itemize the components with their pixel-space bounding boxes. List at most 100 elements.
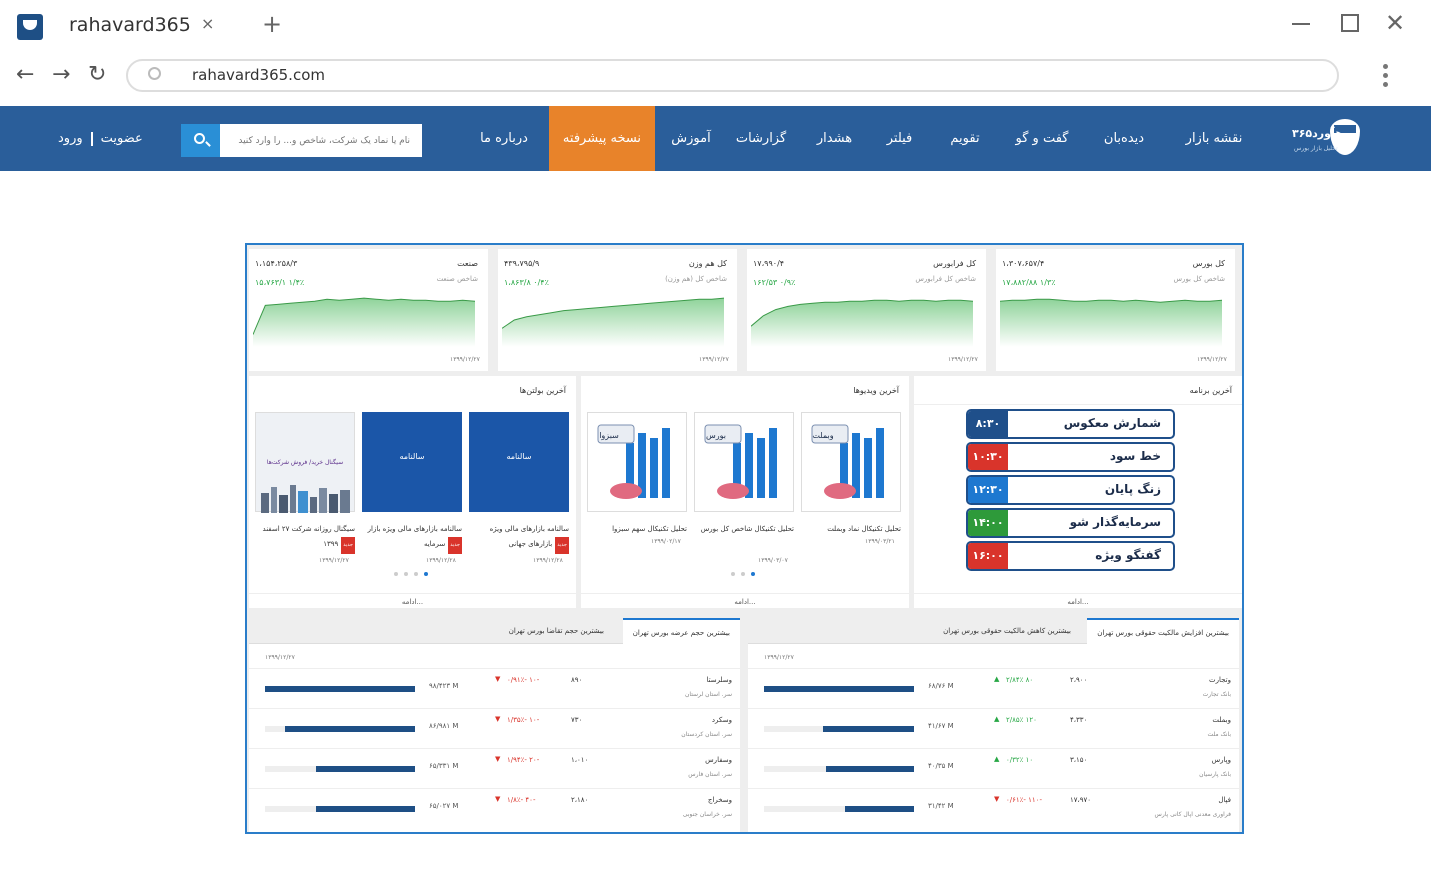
bulletin-caption[interactable]: سالنامه بازارهای مالی ویژه بازار جدیدسرم… <box>357 522 462 554</box>
site-search-input[interactable] <box>220 124 422 157</box>
symbol-name[interactable]: وبملت <box>1212 716 1231 724</box>
menu-advanced-version[interactable]: نسخه پیشرفته <box>549 106 655 171</box>
program-item[interactable]: ۱۶:۰۰ گفتگو ویژه <box>966 541 1175 571</box>
carousel-dot[interactable] <box>731 572 735 576</box>
carousel-dot[interactable] <box>414 572 418 576</box>
program-item[interactable]: ۱۰:۳۰ خط سود <box>966 442 1175 472</box>
latest-bulletins-panel: آخرین بولتن‌ها سالنامه سالنامه سیگنال خر… <box>249 376 576 608</box>
symbol-name[interactable]: وپارس <box>1211 756 1231 764</box>
back-arrow-icon[interactable]: ← <box>16 62 35 87</box>
index-card[interactable]: کل بورس شاخص کل بورس ۱،۳۰۷،۶۵۷/۴ ۱۷،۸۸۲/… <box>996 249 1235 371</box>
login-link[interactable]: ورود <box>58 131 83 146</box>
site-search-button[interactable] <box>181 124 220 157</box>
forward-arrow-icon[interactable]: → <box>52 62 71 87</box>
carousel-dot[interactable] <box>741 572 745 576</box>
carousel-dot[interactable] <box>424 572 428 576</box>
symbol-company: بانک پارسیان <box>1199 771 1231 778</box>
menu-reports[interactable]: گزارشات <box>735 131 787 146</box>
program-item[interactable]: ۱۴:۰۰ سرمایه‌گذار شو <box>966 508 1175 538</box>
symbol-name[interactable]: فپال <box>1218 796 1231 804</box>
sparkline-line <box>253 297 475 335</box>
symbol-name[interactable]: وسکرد <box>711 716 732 724</box>
menu-education[interactable]: آموزش <box>671 131 711 146</box>
symbol-name[interactable]: وتجارت <box>1209 676 1231 684</box>
trend-arrow-icon: ▲ <box>994 675 1000 683</box>
symbol-price: ۳،۱۵۰ <box>1070 756 1088 764</box>
symbol-price: ۲،۹۰۰ <box>1070 676 1088 684</box>
volume-bar-fill <box>845 806 914 812</box>
more-link[interactable]: ادامه... <box>914 593 1242 608</box>
tab-title[interactable]: rahavard365 <box>69 14 191 36</box>
table-row[interactable]: وبملت بانک ملت ۴،۳۳۰ ۱۲۰ ۲/۸۵٪ ▲ ۴۱/۶۷ M <box>748 708 1239 748</box>
program-time: ۱۶:۰۰ <box>968 543 1008 569</box>
tab-close-icon[interactable]: × <box>201 14 215 33</box>
table-row[interactable]: وتجارت بانک تجارت ۲،۹۰۰ ۸۰ ۲/۸۴٪ ▲ ۶۸/۷۶ M <box>748 668 1239 708</box>
bulletin-thumbnail[interactable]: سالنامه <box>469 412 569 512</box>
register-link[interactable]: عضویت <box>100 131 143 146</box>
bar-chart-illustration-icon <box>597 424 670 499</box>
reload-icon[interactable]: ↻ <box>88 62 107 87</box>
minimize-icon[interactable] <box>1292 23 1310 25</box>
menu-filter[interactable]: فیلتر <box>886 131 913 146</box>
thumbnail-label: وبملت <box>812 431 834 440</box>
table-row[interactable]: فپال فراوری معدنی اپال کانی پارس ۱۷،۹۷۰ -۱۱… <box>748 788 1239 828</box>
tab-ownership-decrease[interactable]: بیشترین کاهش مالکیت حقوقی بورس تهران <box>943 627 1071 635</box>
thumbnail-label: بورس <box>706 431 726 440</box>
index-card[interactable]: کل هم وزن شاخص کل (هم وزن) ۴۳۹،۷۹۵/۹ ۱،۸… <box>498 249 737 371</box>
menu-alert[interactable]: هشدار <box>816 131 853 146</box>
site-search[interactable] <box>220 124 422 157</box>
menu-calendar[interactable]: تقویم <box>950 131 980 146</box>
browser-menu-icon[interactable] <box>1383 64 1388 90</box>
trend-arrow-icon: ▼ <box>495 715 501 723</box>
maximize-icon[interactable] <box>1341 14 1359 32</box>
symbol-name[interactable]: وسلرستا <box>706 676 732 684</box>
address-bar[interactable]: rahavard365.com <box>126 59 1339 92</box>
video-caption[interactable]: تحلیل تکنیکال نماد وبملت <box>827 525 901 533</box>
menu-watchlist[interactable]: دیده‌بان <box>1103 131 1145 146</box>
tab-supply-volume[interactable]: بیشترین حجم عرضه بورس تهران <box>622 618 740 644</box>
table-row[interactable]: وسفارس سر. استان فارس ۱،۰۱۰ -۲۰ -۱/۹۴٪ ▼ ۶۵/۳… <box>249 748 740 788</box>
carousel-dot[interactable] <box>394 572 398 576</box>
video-thumbnail[interactable]: سبزوا <box>587 412 687 512</box>
video-caption[interactable]: تحلیل تکنیکال شاخص کل بورس <box>700 525 794 533</box>
table-row[interactable]: وسخراج سر. خراسان جنوبی ۲،۱۸۰ -۴۰ -۱/۸٪ ▼ ۶۵/… <box>249 788 740 828</box>
menu-discussion[interactable]: گفت و گو <box>1015 131 1069 146</box>
site-logo[interactable]: رهآورد۳۶۵ تحلیل بازار بورس <box>1292 119 1362 159</box>
sparkline-area <box>1000 299 1222 347</box>
more-link[interactable]: ادامه... <box>581 593 909 608</box>
video-caption[interactable]: تحلیل تکنیکال سهم سبزوا <box>612 525 687 533</box>
symbol-name[interactable]: وسخراج <box>707 796 732 804</box>
video-thumbnail[interactable]: بورس <box>694 412 794 512</box>
video-thumbnail[interactable]: وبملت <box>801 412 901 512</box>
menu-about-us[interactable]: درباره ما <box>480 131 528 146</box>
program-item[interactable]: ۱۲:۳۰ زنگ پایان <box>966 475 1175 505</box>
bulletin-caption[interactable]: سیگنال روزانه شرکت ۲۷ اسفند جدید۱۳۹۹ <box>250 522 355 554</box>
bulletin-caption[interactable]: سالنامه بازارهای مالی ویژه جدیدبازارهای … <box>464 522 569 554</box>
volume-bar <box>265 686 415 692</box>
carousel-dot[interactable] <box>404 572 408 576</box>
more-link[interactable]: ادامه... <box>249 593 576 608</box>
tab-demand-volume[interactable]: بیشترین حجم تقاضا بورس تهران <box>508 627 604 635</box>
menu-market-map[interactable]: نقشه بازار <box>1185 131 1243 146</box>
carousel-dot[interactable] <box>751 572 755 576</box>
tab-ownership-increase[interactable]: بیشترین افزایش مالکیت حقوقی بورس تهران <box>1087 618 1239 644</box>
table-row[interactable]: وپارس بانک پارسیان ۳،۱۵۰ ۱۰ ۰/۳۲٪ ▲ ۴۰/۳۵ M <box>748 748 1239 788</box>
table-row[interactable]: وسکرد سر. استان کردستان ۷۳۰ -۱۰ -۱/۳۵٪ ▼ ۸۶/۹… <box>249 708 740 748</box>
program-time: ۱۰:۳۰ <box>968 444 1008 470</box>
table-row[interactable]: وسلرستا سر. استان لرستان ۸۹۰ -۱۰ -۰/۹۱٪ ▼ ۹۸/… <box>249 668 740 708</box>
sparkline-line <box>751 299 973 327</box>
volume-value: ۳۱/۴۲ M <box>928 802 954 810</box>
index-card[interactable]: صنعت شاخص صنعت ۱،۱۵۴،۲۵۸/۳ ۱۵،۷۶۳/۱ ۱/۴٪… <box>249 249 488 371</box>
bulletin-thumbnail[interactable]: سیگنال خرید/ فروش شرکت‌ها <box>255 412 355 513</box>
bulletin-thumbnail[interactable]: سالنامه <box>362 412 462 512</box>
index-card[interactable]: کل فرابورس شاخص کل فرابورس ۱۷،۹۹۰/۴ ۱۶۲/… <box>747 249 986 371</box>
symbol-company: سر. استان لرستان <box>684 691 732 698</box>
program-item[interactable]: ۸:۳۰ شمارش معکوس <box>966 409 1175 439</box>
address-url[interactable]: rahavard365.com <box>192 66 325 84</box>
volume-bar <box>764 686 914 692</box>
section-title: آخرین برنامه <box>1189 386 1232 395</box>
index-date: ۱۳۹۹/۱۲/۲۷ <box>1197 356 1227 363</box>
new-tab-icon[interactable]: + <box>262 10 283 38</box>
symbol-name[interactable]: وسفارس <box>705 756 732 764</box>
window-close-icon[interactable]: ✕ <box>1385 9 1406 37</box>
